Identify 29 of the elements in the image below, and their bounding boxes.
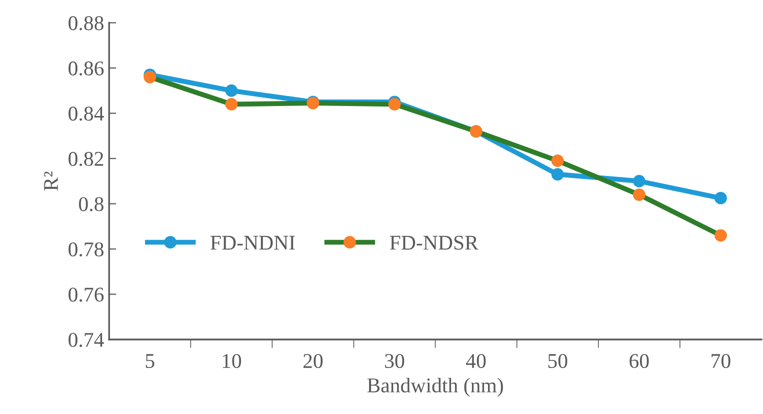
x-tick-label: 30 [385,354,404,368]
point [225,84,238,97]
x-tick-label: 60 [630,354,649,368]
x-tick-label: 10 [222,354,242,368]
point [632,188,646,201]
y-tick-label: 0.84 [68,106,104,121]
x-tick-label: 5 [146,354,154,368]
x-tick-label: 50 [548,354,568,368]
y-tick-label: 0.86 [68,61,104,76]
x-tick-label: 40 [466,354,486,368]
legend-label: FD-NDNI [210,236,295,250]
y-tick-label: 0.88 [68,16,104,30]
y-tick-label: 0.82 [68,152,104,166]
point [551,168,564,181]
x-tick-label: 20 [303,354,323,368]
x-axis-title: Bandwidth (nm) [367,378,503,397]
point [388,98,401,110]
y-tick-label: 0.76 [68,288,104,302]
point [714,192,727,204]
point [551,154,564,167]
point [632,174,646,188]
legend-label: FD-NDSR [390,236,478,250]
y-axis-title: R² [44,172,58,191]
y-tick-label: 0.74 [68,332,104,348]
y-tick-label: 0.8 [79,197,104,212]
y-tick-label: 0.78 [68,242,104,257]
x-tick-label: 70 [712,354,730,368]
point [225,98,238,110]
point [714,229,727,242]
